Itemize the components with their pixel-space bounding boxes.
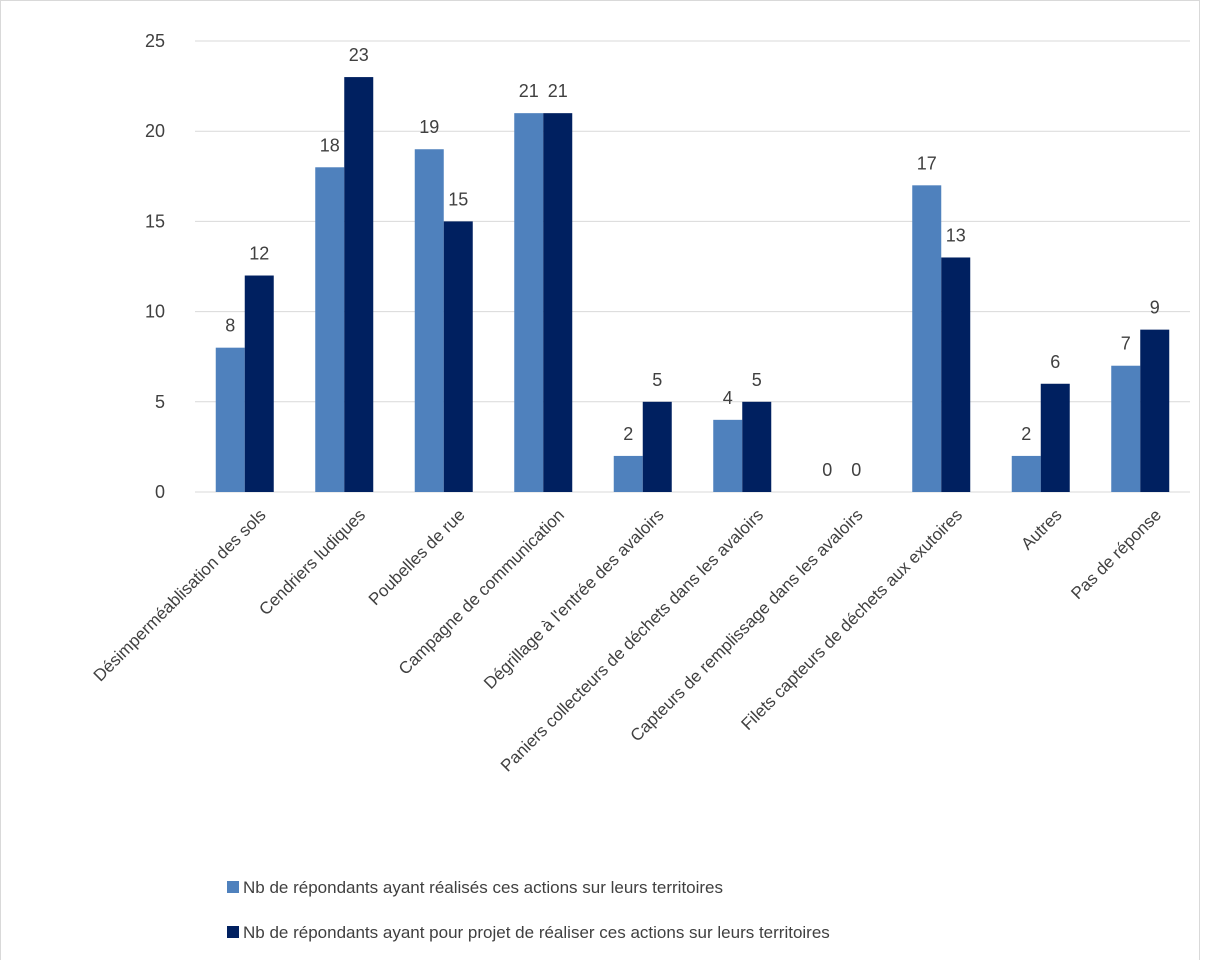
x-tick-label: Désimperméablisation des sols [90, 505, 270, 685]
legend-swatch [227, 926, 239, 938]
data-label: 7 [1121, 334, 1131, 354]
bar-series-2 [941, 257, 971, 492]
x-tick-label: Filets capteurs de déchets aux exutoires [737, 505, 966, 734]
bar-series-2 [443, 221, 473, 492]
bar-series-1 [1111, 365, 1141, 492]
legend-item-2: Nb de répondants ayant pour projet de ré… [227, 923, 830, 942]
data-label: 4 [723, 388, 733, 408]
y-tick-label: 0 [155, 482, 165, 502]
x-tick-label: Pas de réponse [1067, 505, 1165, 603]
y-axis-ticks: 0 5 10 15 20 25 [145, 31, 165, 502]
bar-series-2 [244, 275, 274, 492]
bar-series-1 [215, 347, 245, 492]
legend-label: Nb de répondants ayant pour projet de ré… [243, 923, 830, 942]
bar-series-2 [742, 401, 772, 492]
x-tick-label: Capteurs de remplissage dans les avaloir… [627, 505, 867, 745]
legend: Nb de répondants ayant réalisés ces acti… [227, 878, 830, 942]
y-tick-label: 15 [145, 211, 165, 231]
bar-series-1 [1011, 455, 1041, 492]
x-tick-label: Paniers collecteurs de déchets dans les … [497, 505, 767, 775]
bar-series-1 [713, 419, 743, 492]
x-tick-label: Campagne de communication [395, 505, 568, 678]
y-tick-label: 10 [145, 302, 165, 322]
bar-series-1 [315, 167, 345, 492]
x-tick-label: Poubelles de rue [365, 505, 469, 609]
y-tick-label: 25 [145, 31, 165, 51]
legend-item-1: Nb de répondants ayant réalisés ces acti… [227, 878, 723, 897]
legend-label: Nb de répondants ayant réalisés ces acti… [243, 878, 723, 897]
x-tick-label: Cendriers ludiques [255, 505, 369, 619]
data-label: 5 [652, 370, 662, 390]
data-label: 18 [320, 135, 340, 155]
data-label: 5 [752, 370, 762, 390]
x-tick-label: Dégrillage à l'entrée des avaloirs [480, 505, 667, 692]
bar-series-2 [543, 113, 573, 492]
data-label: 9 [1150, 298, 1160, 318]
data-label: 21 [548, 81, 568, 101]
x-tick-label: Autres [1017, 505, 1065, 553]
bar-series-1 [514, 113, 544, 492]
bar-series-1 [912, 185, 942, 492]
data-label: 2 [1021, 424, 1031, 444]
bar-series-1 [414, 149, 444, 493]
bar-series-2 [1140, 329, 1170, 492]
data-label: 21 [519, 81, 539, 101]
data-label: 8 [225, 316, 235, 336]
data-label: 0 [851, 460, 861, 480]
y-tick-label: 20 [145, 121, 165, 141]
data-label: 0 [822, 460, 832, 480]
y-tick-label: 5 [155, 392, 165, 412]
bars [215, 77, 1170, 493]
bar-series-2 [344, 77, 374, 492]
data-label: 13 [946, 225, 966, 245]
data-label: 12 [249, 244, 269, 264]
data-label: 6 [1050, 352, 1060, 372]
data-label: 2 [623, 424, 633, 444]
bar-series-1 [613, 455, 643, 492]
gridlines [195, 40, 1190, 493]
bar-series-2 [1040, 383, 1070, 492]
bar-series-2 [642, 401, 672, 492]
legend-swatch [227, 881, 239, 893]
data-label: 19 [419, 117, 439, 137]
data-label: 23 [349, 45, 369, 65]
data-label: 15 [448, 189, 468, 209]
data-label: 17 [917, 153, 937, 173]
